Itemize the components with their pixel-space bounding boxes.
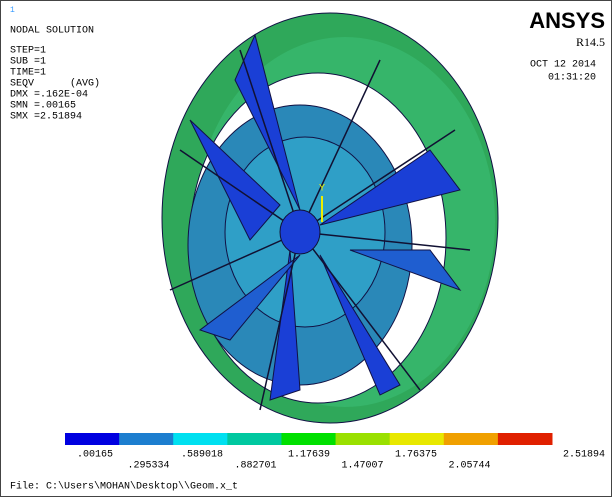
- legend-swatch: [390, 433, 445, 445]
- title: NODAL SOLUTION: [10, 26, 94, 37]
- legend-swatch: [498, 433, 553, 445]
- legend-label: 1.76375: [395, 450, 437, 461]
- axis-label: Y: [319, 184, 325, 195]
- version: R14.5: [576, 35, 605, 49]
- legend-label: .295334: [127, 461, 169, 472]
- screen: Y 1 NODAL SOLUTION STEP=1SUB =1TIME=1SEQ…: [0, 0, 614, 498]
- info-line: SEQV (AVG): [10, 78, 100, 90]
- info-line: SMN =.00165: [10, 101, 76, 112]
- legend-label: 2.51894: [563, 450, 605, 461]
- date: OCT 12 2014: [530, 60, 596, 71]
- legend-swatch: [281, 433, 336, 445]
- legend-label: 1.17639: [288, 450, 330, 461]
- info-line: STEP=1: [10, 46, 46, 57]
- legend-label: .589018: [181, 450, 223, 461]
- info-line: SMX =2.51894: [10, 112, 82, 123]
- legend-label: 1.47007: [341, 461, 383, 472]
- legend-swatch: [173, 433, 228, 445]
- model: Y: [162, 13, 498, 423]
- info-line: TIME=1: [10, 68, 46, 79]
- legend-swatch: [65, 433, 120, 445]
- legend-swatch: [444, 433, 499, 445]
- legend-label: 2.05744: [448, 461, 490, 472]
- time: 01:31:20: [548, 73, 596, 84]
- legend-swatch: [227, 433, 282, 445]
- window-index: 1: [10, 6, 15, 15]
- legend-swatch: [119, 433, 174, 445]
- hub: [280, 210, 320, 254]
- info-line: DMX =.162E-04: [10, 90, 88, 101]
- file-path: File: C:\Users\MOHAN\Desktop\\Geom.x_t: [10, 481, 238, 493]
- info-line: SUB =1: [10, 57, 46, 68]
- legend-label: .00165: [77, 450, 113, 461]
- legend-swatch: [336, 433, 391, 445]
- logo: ANSYS: [529, 8, 605, 33]
- legend-label: .882701: [234, 461, 276, 472]
